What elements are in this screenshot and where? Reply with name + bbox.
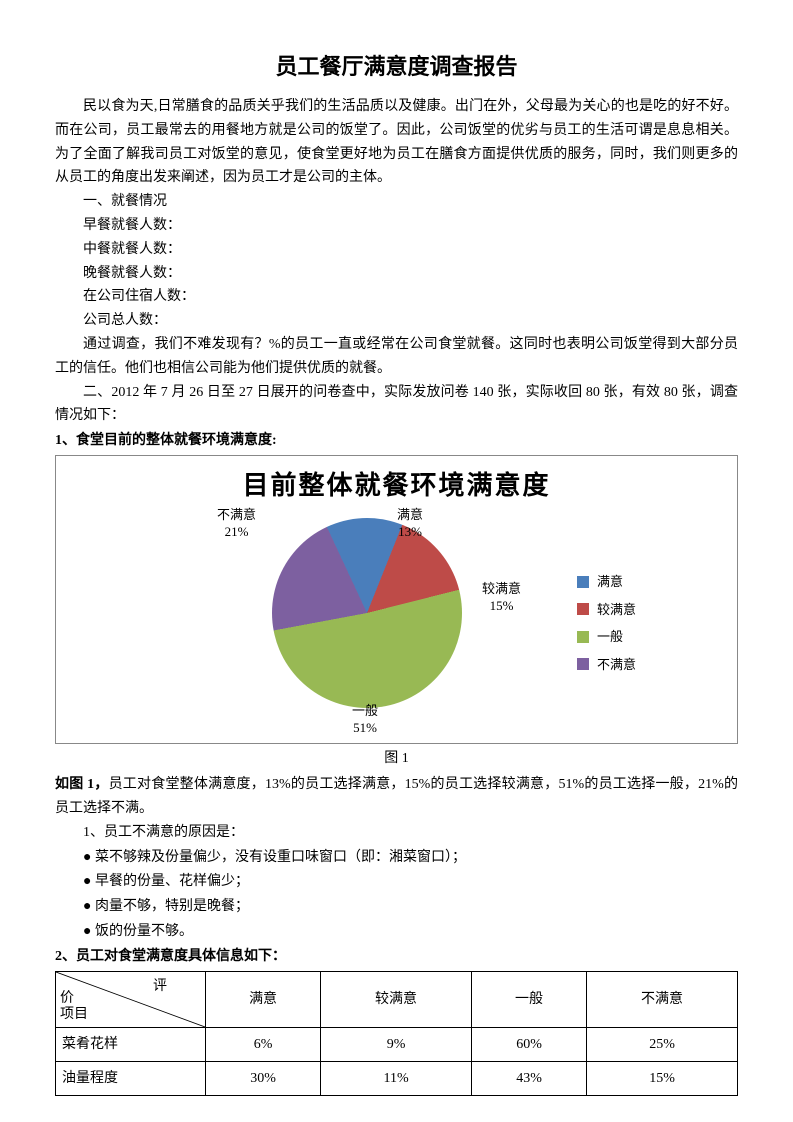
label-satisfied: 满意13% xyxy=(397,507,423,541)
pie-chart xyxy=(272,518,462,708)
col-head: 满意 xyxy=(206,971,321,1027)
reason-4: ● 饭的份量不够。 xyxy=(55,919,738,944)
table-diag-head: 评 价 项目 xyxy=(56,971,206,1027)
label-fair: 较满意15% xyxy=(482,581,521,615)
col-head: 不满意 xyxy=(587,971,738,1027)
reason-3: ● 肉量不够，特别是晚餐； xyxy=(55,894,738,919)
paragraph-2: 通过调查，我们不难发现有？%的员工一直或经常在公司食堂就餐。这同时也表明公司饭堂… xyxy=(55,333,738,381)
table-row: 菜肴花样 6% 9% 60% 25% xyxy=(56,1027,738,1061)
line-dorm: 在公司住宿人数： xyxy=(55,285,738,309)
heading-2: 2、员工对食堂满意度具体信息如下： xyxy=(55,946,738,967)
paragraph-3: 二、2012 年 7 月 26 日至 27 日展开的问卷查中，实际发放问卷 14… xyxy=(55,381,738,429)
line-dinner: 晚餐就餐人数： xyxy=(55,262,738,286)
section-1-head: 一、就餐情况 xyxy=(55,190,738,214)
chart-title: 目前整体就餐环境满意度 xyxy=(76,466,717,505)
satisfaction-table: 评 价 项目 满意 较满意 一般 不满意 菜肴花样 6% 9% 60% 25% … xyxy=(55,971,738,1096)
pie-chart-container: 目前整体就餐环境满意度 满意13% 较满意15% 一般51% 不满意21% 满意… xyxy=(55,455,738,744)
pie-wrap: 满意13% 较满意15% 一般51% 不满意21% xyxy=(157,513,577,733)
chart-caption: 图 1 xyxy=(55,748,738,769)
heading-1: 1、食堂目前的整体就餐环境满意度: xyxy=(55,430,738,451)
col-head: 一般 xyxy=(472,971,587,1027)
line-lunch: 中餐就餐人数： xyxy=(55,238,738,262)
reason-1: ● 菜不够辣及份量偏少，没有设重口味窗口（即：湘菜窗口）； xyxy=(55,845,738,870)
line-total: 公司总人数： xyxy=(55,309,738,333)
page-title: 员工餐厅满意度调查报告 xyxy=(55,50,738,83)
label-unsatisfied: 不满意21% xyxy=(217,507,256,541)
label-normal: 一般51% xyxy=(352,703,378,737)
paragraph-4: 如图 1，员工对食堂整体满意度，13%的员工选择满意，15%的员工选择较满意，5… xyxy=(55,773,738,821)
reason-2: ● 早餐的份量、花样偏少； xyxy=(55,869,738,894)
intro-paragraph: 民以食为天,日常膳食的品质关乎我们的生活品质以及健康。出门在外，父母最为关心的也… xyxy=(55,95,738,190)
chart-legend: 满意 较满意 一般 不满意 xyxy=(577,564,636,682)
table-row: 油量程度 30% 11% 43% 15% xyxy=(56,1061,738,1095)
col-head: 较满意 xyxy=(321,971,472,1027)
reasons-head: 1、员工不满意的原因是： xyxy=(55,821,738,845)
line-breakfast: 早餐就餐人数： xyxy=(55,214,738,238)
